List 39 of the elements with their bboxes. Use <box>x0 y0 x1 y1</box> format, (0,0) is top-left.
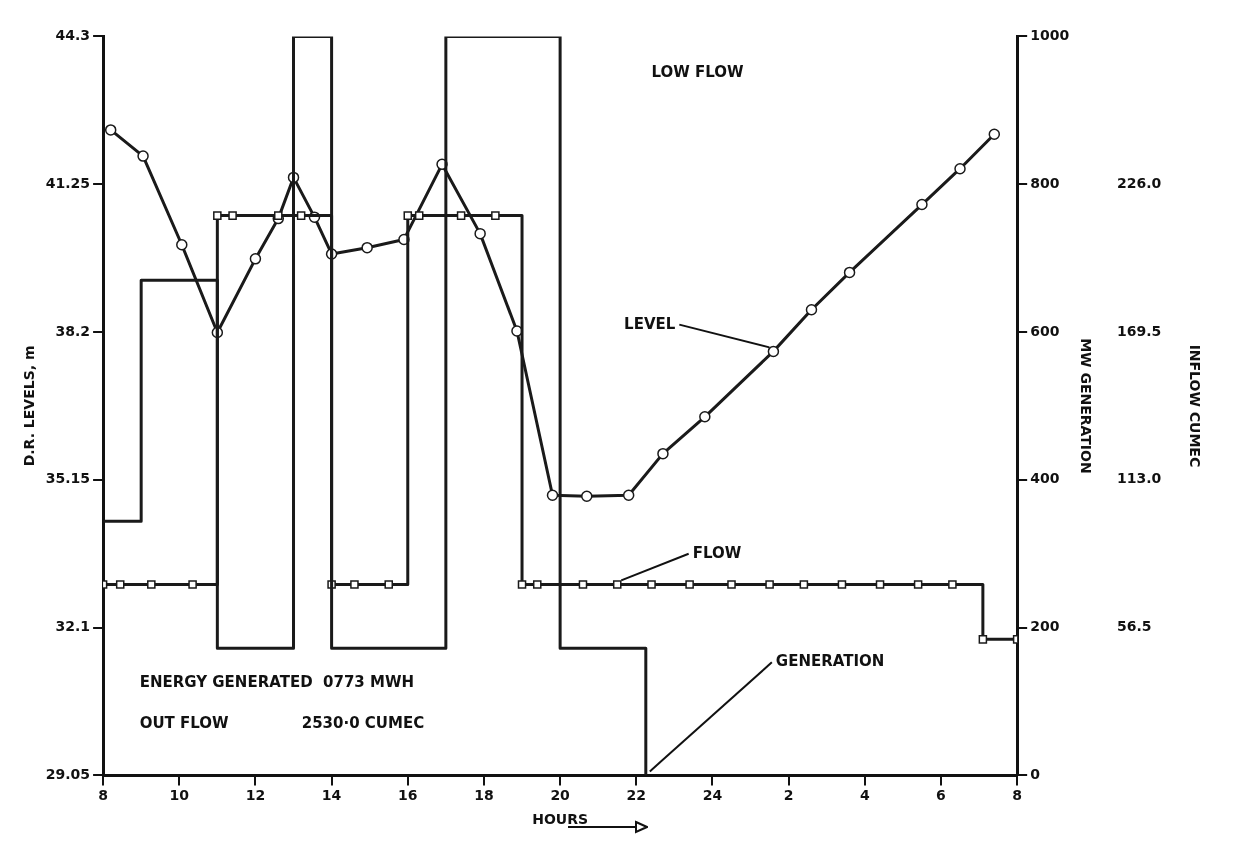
y3-tick-label: 226.0 <box>1116 174 1162 191</box>
y2-tick-label: 600 <box>1030 322 1060 339</box>
x-tick-label: 10 <box>169 787 190 804</box>
y2-tick-label: 400 <box>1030 470 1060 487</box>
x-tick-label: 24 <box>702 787 723 804</box>
x-tick-label: 16 <box>398 787 418 804</box>
text: GENERATION <box>775 652 885 671</box>
x-tick-label: 2 <box>783 787 794 804</box>
y2-tick-label: 0 <box>1030 766 1041 783</box>
y2-axis-title: MW GENERATION <box>1077 338 1094 474</box>
y-tick-label: 29.05 <box>45 766 91 783</box>
y-axis-title: D.R. LEVELS, m <box>21 345 38 467</box>
x-tick-label: 12 <box>245 787 266 804</box>
y-tick-label: 35.15 <box>45 470 91 487</box>
y3-tick-label: 56.5 <box>1116 618 1152 635</box>
y-tick-label: 38.2 <box>55 322 91 339</box>
y3-tick-label: 169.5 <box>1116 322 1162 339</box>
y-tick-label: 44.3 <box>55 27 91 44</box>
y-tick-label: 32.1 <box>55 618 91 635</box>
x-tick-label: 8 <box>1012 787 1023 804</box>
y2-tick-label: 200 <box>1030 618 1060 635</box>
annotation: LOW FLOW <box>651 63 745 82</box>
y-tick-label: 41.25 <box>45 174 91 191</box>
x-tick-label: 8 <box>98 787 108 804</box>
x-axis-title: HOURS <box>532 811 589 828</box>
series-label: FLOW <box>692 543 742 562</box>
x-tick-label: 18 <box>474 787 494 804</box>
y2-tick-label: 1000 <box>1030 27 1070 44</box>
annotation: OUT FLOW 2530·0 CUMEC <box>139 713 425 732</box>
x-tick-label: 14 <box>321 787 342 804</box>
x-tick-label: 20 <box>550 787 571 804</box>
annotation: ENERGY GENERATED 0773 MWH <box>139 672 415 691</box>
text: LEVEL <box>624 314 676 333</box>
y3-tick-label: 113.0 <box>1116 470 1162 487</box>
x-tick-label: 22 <box>626 787 647 804</box>
x-tick-label: 4 <box>859 787 870 804</box>
y3-axis-title: INFLOW CUMEC <box>1186 344 1203 468</box>
x-tick-label: 6 <box>936 787 946 804</box>
y2-tick-label: 800 <box>1030 174 1060 191</box>
